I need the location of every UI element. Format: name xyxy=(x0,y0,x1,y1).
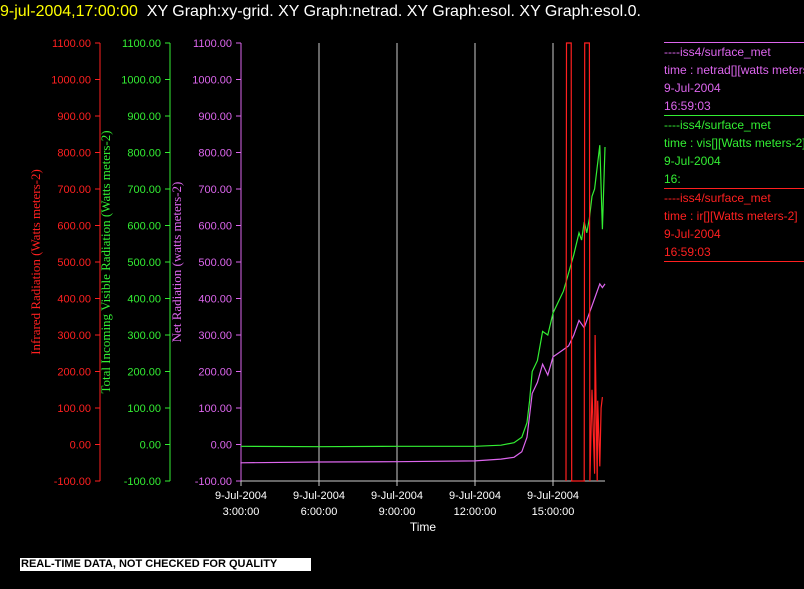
y-tick-label: 200.00 xyxy=(57,367,91,379)
y-tick-label: 500.00 xyxy=(57,257,91,269)
y-tick-label: -100.00 xyxy=(124,476,161,488)
legend-text: time : netrad[][watts meters-2] xyxy=(664,63,804,77)
y-tick-label: 900.00 xyxy=(57,111,91,123)
legend-text: 16:59:03 xyxy=(664,245,711,259)
quality-notice: REAL-TIME DATA, NOT CHECKED FOR QUALITY xyxy=(20,558,311,571)
x-tick-time: 9:00:00 xyxy=(379,506,416,518)
y-tick-label: -100.00 xyxy=(195,476,232,488)
x-tick-date: 9-Jul-2004 xyxy=(371,490,423,502)
y-tick-label: 900.00 xyxy=(127,111,161,123)
legend-separator xyxy=(664,188,804,189)
legend-text: ----iss4/surface_met xyxy=(664,191,771,205)
y-tick-label: 100.00 xyxy=(127,403,161,415)
x-tick-time: 15:00:00 xyxy=(532,506,575,518)
y-tick-label: 500.00 xyxy=(198,257,232,269)
y-tick-label: 300.00 xyxy=(127,330,161,342)
y-tick-label: 400.00 xyxy=(198,294,232,306)
x-tick-date: 9-Jul-2004 xyxy=(215,490,267,502)
legend-text: 9-Jul-2004 xyxy=(664,227,721,241)
y-tick-label: 0.00 xyxy=(70,440,91,452)
y-tick-label: 200.00 xyxy=(127,367,161,379)
y-tick-label: 400.00 xyxy=(127,294,161,306)
y-tick-label: 0.00 xyxy=(140,440,161,452)
legend-text: ----iss4/surface_met xyxy=(664,45,771,59)
legend-separator xyxy=(664,115,804,116)
y-tick-label: 1100.00 xyxy=(193,38,232,50)
y-tick-label: 700.00 xyxy=(198,184,232,196)
legend-text: 16:59:03 xyxy=(664,99,711,113)
legend-text: time : ir[][Watts meters-2] xyxy=(664,209,798,223)
y-tick-label: -100.00 xyxy=(54,476,91,488)
x-axis-label: Time xyxy=(410,520,437,534)
y-tick-label: 300.00 xyxy=(198,330,232,342)
y-tick-label: 500.00 xyxy=(127,257,161,269)
y-axis-label: Infrared Radiation (Watts meters-2) xyxy=(28,169,43,355)
timestamp: 9-jul-2004,17:00:00 xyxy=(0,3,138,20)
legend-text: 9-Jul-2004 xyxy=(664,81,721,95)
y-tick-label: 600.00 xyxy=(198,221,232,233)
infrared-series-line xyxy=(565,42,603,482)
y-tick-label: 100.00 xyxy=(57,403,91,415)
title-bar: 9-jul-2004,17:00:00 XY Graph:xy-grid. XY… xyxy=(0,0,804,24)
y-tick-label: 1100.00 xyxy=(122,38,161,50)
y-tick-label: 1000.00 xyxy=(121,75,161,87)
legend-text: 16: xyxy=(664,172,681,186)
legend-separator xyxy=(664,42,804,43)
y-axis-label: Total Incoming Visible Radiation (Watts … xyxy=(98,130,113,393)
y-tick-label: 600.00 xyxy=(57,221,91,233)
visible-series-line xyxy=(240,145,606,448)
y-tick-label: 200.00 xyxy=(198,367,232,379)
y-tick-label: 900.00 xyxy=(198,111,232,123)
graph-list: XY Graph:xy-grid. XY Graph:netrad. XY Gr… xyxy=(146,3,641,20)
legend-text: ----iss4/surface_met xyxy=(664,118,771,132)
y-tick-label: 800.00 xyxy=(198,148,232,160)
legend-text: 9-Jul-2004 xyxy=(664,154,721,168)
net-series-line xyxy=(240,282,606,464)
y-tick-label: 700.00 xyxy=(127,184,161,196)
y-tick-label: 1100.00 xyxy=(52,38,91,50)
x-tick-time: 6:00:00 xyxy=(301,506,338,518)
x-tick-date: 9-Jul-2004 xyxy=(293,490,345,502)
x-tick-time: 3:00:00 xyxy=(223,506,260,518)
y-tick-label: 400.00 xyxy=(57,294,91,306)
y-axis-label: Net Radiation (watts meters-2) xyxy=(169,182,184,343)
y-tick-label: 800.00 xyxy=(127,148,161,160)
legend-text: time : vis[][Watts meters-2] xyxy=(664,136,804,150)
y-tick-label: 300.00 xyxy=(57,330,91,342)
y-tick-label: 1000.00 xyxy=(192,75,232,87)
legend-separator xyxy=(664,261,804,262)
y-tick-label: 800.00 xyxy=(57,148,91,160)
x-tick-date: 9-Jul-2004 xyxy=(449,490,501,502)
y-tick-label: 700.00 xyxy=(57,184,91,196)
y-tick-label: 600.00 xyxy=(127,221,161,233)
x-tick-time: 12:00:00 xyxy=(454,506,497,518)
y-tick-label: 0.00 xyxy=(211,440,232,452)
y-tick-label: 100.00 xyxy=(198,403,232,415)
y-tick-label: 1000.00 xyxy=(51,75,91,87)
x-tick-date: 9-Jul-2004 xyxy=(527,490,579,502)
